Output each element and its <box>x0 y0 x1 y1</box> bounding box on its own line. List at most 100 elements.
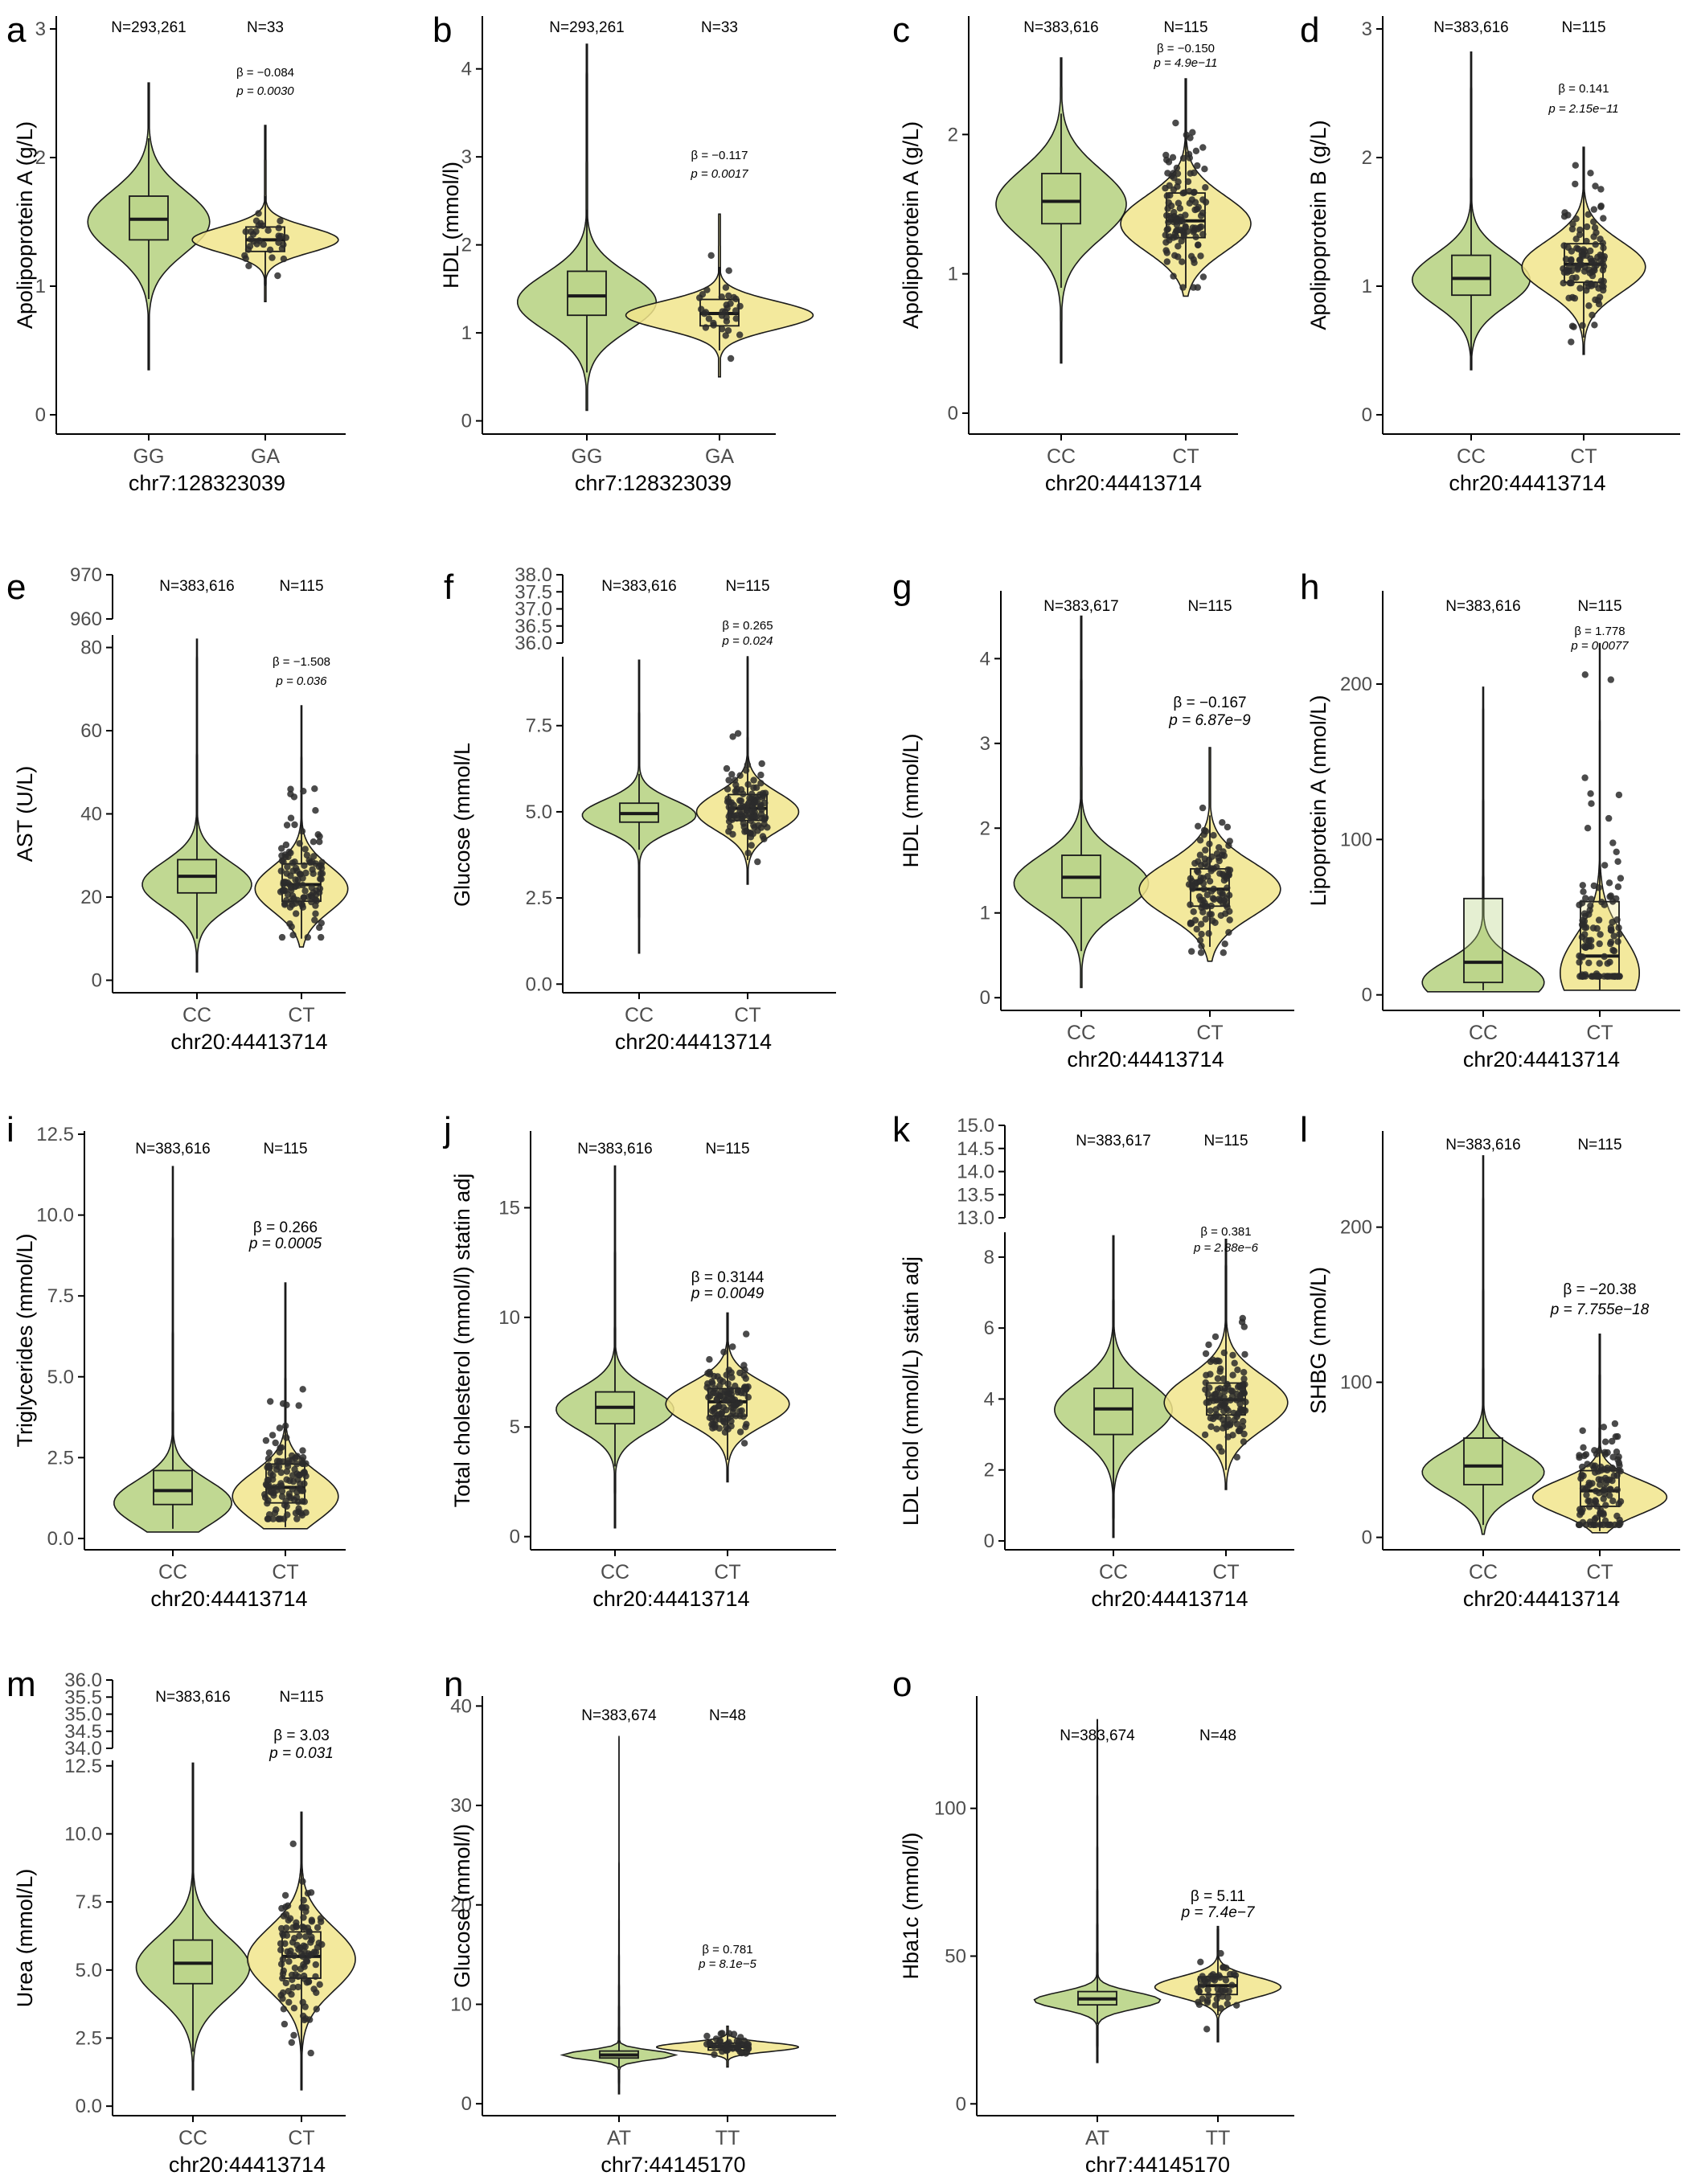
data-point <box>711 1389 719 1397</box>
data-point <box>314 831 322 838</box>
data-point <box>299 1386 306 1393</box>
data-point <box>708 1421 715 1428</box>
data-point <box>710 2043 717 2050</box>
data-point <box>1172 119 1179 127</box>
data-point <box>306 2016 314 2023</box>
panel-letter: h <box>1300 568 1319 607</box>
data-point <box>279 1995 286 2002</box>
y-tick-label: 10 <box>450 1993 472 2015</box>
data-point <box>264 1497 272 1504</box>
beta-label: β = −0.150 <box>1157 42 1215 55</box>
data-point <box>748 842 755 849</box>
data-point <box>280 1967 287 1974</box>
data-point <box>1196 936 1204 944</box>
data-point <box>728 1395 736 1403</box>
data-point <box>740 1390 748 1397</box>
beta-label: β = −1.508 <box>273 655 330 669</box>
data-point <box>292 876 299 883</box>
data-point <box>1582 895 1589 902</box>
data-point <box>277 232 285 240</box>
y-tick-label: 30 <box>450 1795 472 1817</box>
panel-letter: l <box>1300 1110 1308 1149</box>
data-point <box>1601 973 1608 980</box>
data-point <box>1199 196 1207 203</box>
data-point <box>1229 1351 1236 1359</box>
data-point <box>1566 279 1574 287</box>
data-point <box>1194 284 1202 291</box>
data-point <box>1216 844 1223 851</box>
p-value-label: p = 0.0005 <box>248 1235 322 1252</box>
data-point <box>1200 826 1208 834</box>
y-tick-label: 0.0 <box>47 1528 74 1550</box>
violin-cc <box>581 659 697 954</box>
data-point <box>724 1390 732 1398</box>
p-value-label: p = 0.0049 <box>691 1285 765 1302</box>
n-label: N=383,616 <box>1433 19 1509 36</box>
data-point <box>1607 1521 1614 1529</box>
data-point <box>1592 241 1599 248</box>
data-point <box>1169 154 1177 161</box>
data-point <box>301 1469 308 1476</box>
data-point <box>757 771 765 779</box>
data-point <box>286 1915 294 1922</box>
data-point <box>736 808 744 815</box>
y-tick-label: 5.0 <box>526 801 552 823</box>
data-point <box>289 932 297 939</box>
data-point <box>721 1428 729 1436</box>
data-point <box>1611 1420 1619 1428</box>
data-point <box>312 860 319 867</box>
y-tick-label: 15 <box>498 1197 520 1219</box>
data-point <box>1574 266 1581 273</box>
panel-letter: f <box>444 568 454 607</box>
data-point <box>1226 916 1233 924</box>
data-point <box>1201 166 1208 173</box>
data-point <box>264 1476 273 1484</box>
data-point <box>1617 875 1625 882</box>
data-point <box>289 1984 297 1991</box>
data-point <box>1604 1466 1611 1474</box>
data-point <box>1586 1481 1593 1489</box>
data-point <box>1576 226 1584 234</box>
data-point <box>301 887 309 895</box>
data-point <box>1166 191 1174 199</box>
data-point <box>1588 800 1595 807</box>
data-point <box>1592 973 1599 980</box>
data-point <box>708 1407 716 1415</box>
p-value-label: p = 0.024 <box>722 634 773 648</box>
data-point <box>1569 220 1576 227</box>
data-point <box>299 1923 306 1931</box>
x-axis-title: chr20:44413714 <box>1463 1587 1620 1611</box>
data-point <box>283 1468 291 1475</box>
data-point <box>265 1449 273 1457</box>
data-point <box>705 315 713 322</box>
data-point <box>300 788 307 795</box>
data-point <box>310 853 318 860</box>
data-point <box>1214 1985 1222 1993</box>
data-point <box>1216 1385 1224 1392</box>
data-point <box>308 1918 316 1925</box>
data-point <box>1583 237 1590 245</box>
data-point <box>725 267 732 274</box>
beta-label: β = −20.38 <box>1563 1281 1636 1298</box>
box-cc <box>1041 172 1081 225</box>
data-point <box>312 902 319 909</box>
data-point <box>1240 1438 1248 1445</box>
data-point <box>736 1428 744 1436</box>
data-point <box>1236 1392 1244 1399</box>
data-point <box>270 1492 277 1499</box>
data-point <box>269 1515 277 1522</box>
data-point <box>1240 1430 1248 1438</box>
data-point <box>1593 1514 1600 1522</box>
data-point <box>1162 239 1170 246</box>
beta-label: β = 0.381 <box>1200 1225 1251 1239</box>
x-axis-title: chr20:44413714 <box>150 1587 307 1611</box>
data-point <box>1210 832 1217 839</box>
data-point <box>284 863 291 871</box>
broken-axis-tick-label: 970 <box>70 564 102 586</box>
data-point <box>724 1415 732 1422</box>
y-tick-label: 6 <box>984 1317 994 1339</box>
data-point <box>1199 804 1207 812</box>
